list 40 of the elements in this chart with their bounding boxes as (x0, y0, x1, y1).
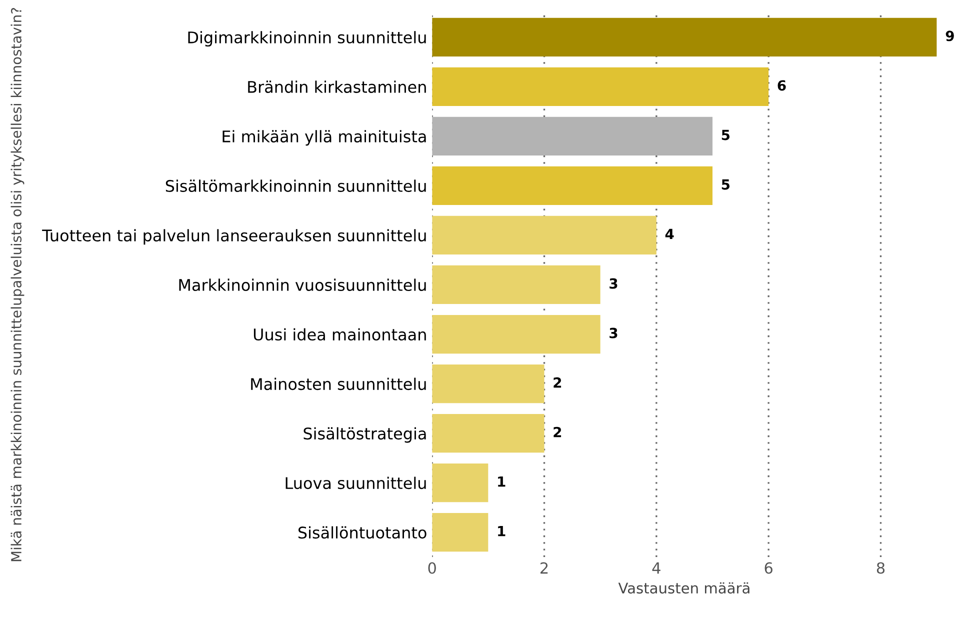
x-tick-label: 6 (764, 562, 772, 574)
bar (432, 166, 712, 206)
data-label: 2 (554, 426, 562, 438)
data-label: 9 (946, 30, 954, 42)
data-label: 2 (554, 377, 562, 388)
data-label: 5 (722, 130, 730, 140)
y-tick-label: Digimarkkinoinnin suunnittelu (188, 31, 426, 47)
bar (432, 314, 600, 354)
y-tick-label: Luova suunnittelu (286, 476, 426, 490)
bar (432, 216, 656, 255)
y-tick-label: Sisältömarkkinoinnin suunnittelu (166, 180, 426, 192)
bar (432, 18, 937, 56)
bar (432, 513, 488, 552)
data-label: 3 (610, 278, 618, 289)
x-tick-label: 2 (540, 562, 548, 574)
x-tick-label: 8 (876, 562, 885, 574)
data-label: 6 (778, 80, 786, 91)
y-tick-label: Markkinoinnin vuosisuunnittelu (179, 278, 426, 292)
data-label: 1 (498, 476, 506, 487)
data-label: 1 (498, 526, 506, 536)
y-tick-label: Sisältöstrategia (304, 427, 426, 443)
bar (432, 67, 769, 106)
y-tick-label: Ei mikään yllä mainituista (222, 130, 426, 146)
y-tick-label: Tuotteen tai palvelun lanseerauksen suunnittelu (42, 229, 426, 245)
data-label: 4 (665, 228, 674, 240)
x-tick-label: 0 (428, 562, 436, 574)
bar (432, 414, 544, 453)
x-axis-title: Vastausten määrä (618, 582, 750, 594)
y-tick-label: Sisällöntuotanto (298, 526, 426, 539)
y-tick-label: Mainosten suunnittelu (251, 378, 426, 390)
y-axis-title: Mikä näistä markkinoinnin suunnittelupalveluista olisi yrityksellesi kiinnostavin? (10, 8, 24, 562)
data-label: 3 (610, 328, 618, 338)
data-label: 5 (722, 179, 730, 190)
y-tick-label: Brändin kirkastaminen (248, 80, 426, 93)
x-tick-label: 4 (652, 562, 660, 574)
bar (432, 265, 600, 304)
bar (432, 116, 712, 156)
y-tick-label: Uusi idea mainontaan (254, 328, 426, 341)
bar (432, 364, 544, 404)
bar (432, 464, 488, 502)
